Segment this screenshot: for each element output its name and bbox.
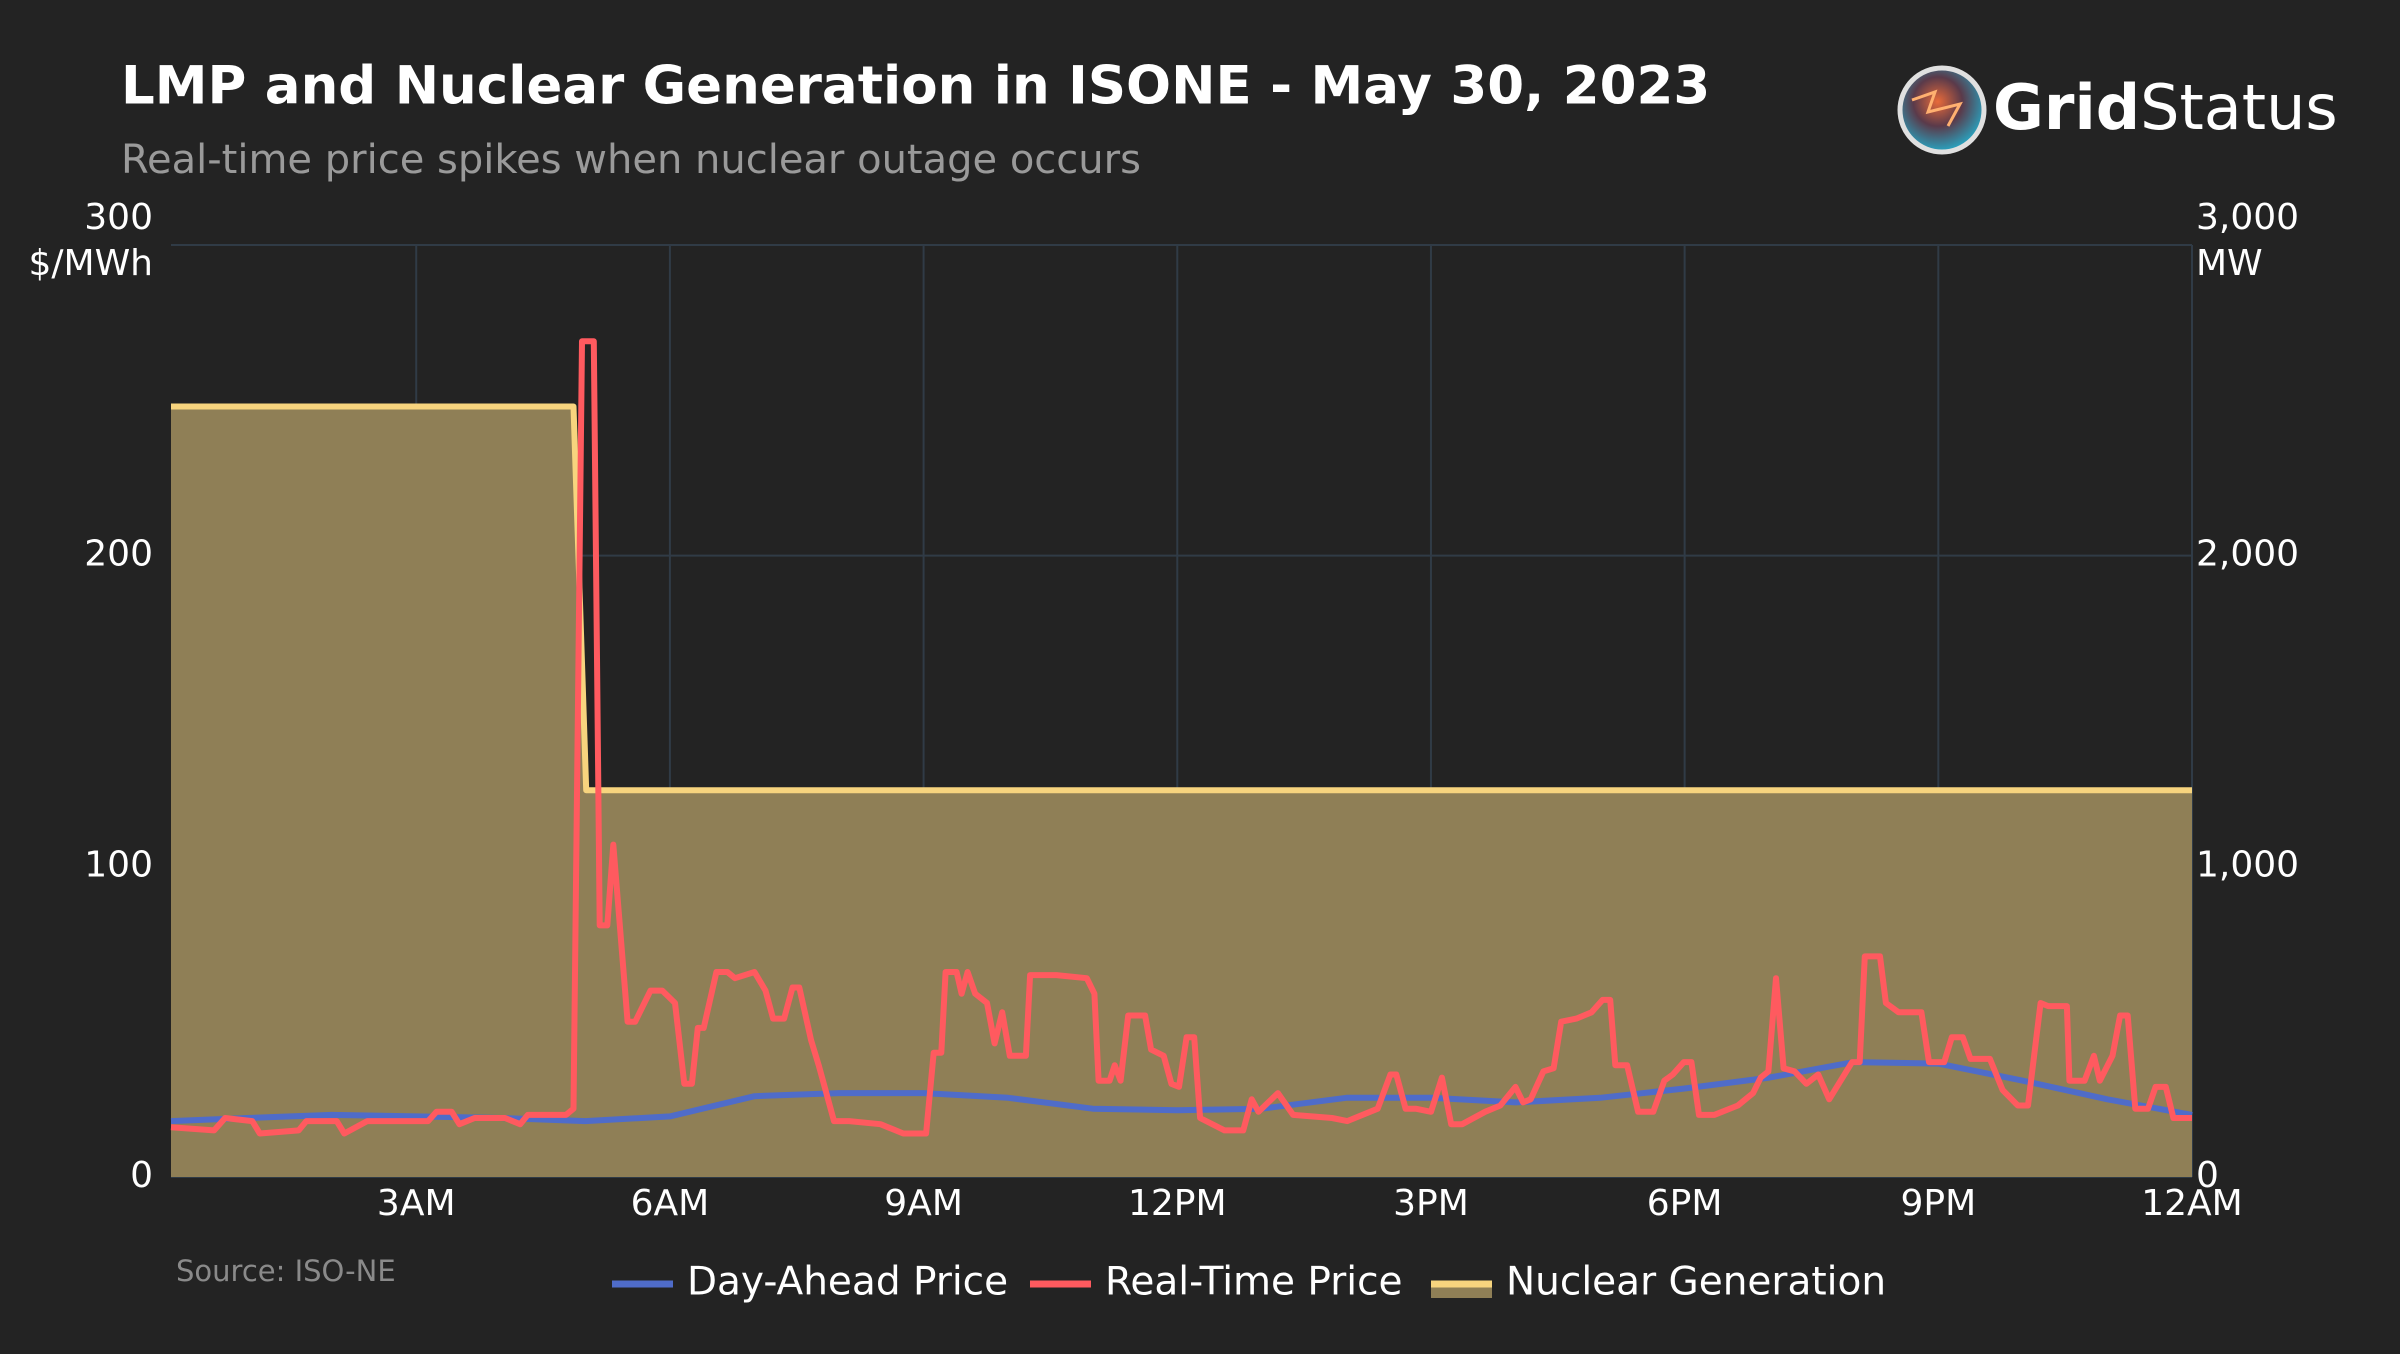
- legend-label: Real-Time Price: [1105, 1260, 1403, 1305]
- y2-tick-label: 1,000: [2196, 844, 2299, 885]
- y2-axis-title: MW: [2196, 243, 2263, 284]
- legend-label: Nuclear Generation: [1506, 1260, 1886, 1305]
- y2-tick-label: 0: [2196, 1155, 2219, 1196]
- logo-text: GridStatus: [1993, 71, 2338, 144]
- y-tick-label: 100: [84, 844, 153, 885]
- source-note: Source: ISO-NE: [176, 1254, 396, 1288]
- y-axis-title: $/MWh: [28, 243, 153, 284]
- logo-regular: Status: [2140, 71, 2338, 144]
- y2-tick-label: 3,000: [2196, 197, 2299, 238]
- y-tick-label: 300: [84, 197, 153, 238]
- x-tick-label: 6PM: [1647, 1183, 1723, 1224]
- y-tick-label: 200: [84, 534, 153, 575]
- x-tick-label: 9PM: [1900, 1183, 1976, 1224]
- line: [170, 338, 2192, 1137]
- x-tick-label: 3PM: [1393, 1183, 1469, 1224]
- logo-bold: Grid: [1993, 71, 2140, 144]
- x-tick-label: 6AM: [631, 1183, 710, 1224]
- x-tick-label: 3AM: [377, 1183, 456, 1224]
- chart-title: LMP and Nuclear Generation in ISONE - Ma…: [121, 56, 1710, 117]
- logo-bolt: [1911, 89, 1963, 127]
- legend-label: Day-Ahead Price: [687, 1260, 1008, 1305]
- chart-subtitle: Real-time price spikes when nuclear outa…: [121, 137, 1141, 183]
- x-tick-label: 9AM: [884, 1183, 963, 1224]
- y2-tick-label: 2,000: [2196, 534, 2299, 575]
- x-tick-label: 12PM: [1128, 1183, 1227, 1224]
- legend: Day-Ahead Price Real-Time Price Nuclear Ge…: [612, 1260, 1886, 1305]
- x-tick-label: 12AM: [2141, 1183, 2243, 1224]
- y-tick-label: 0: [130, 1155, 153, 1196]
- logo: GridStatus: [1897, 65, 2338, 155]
